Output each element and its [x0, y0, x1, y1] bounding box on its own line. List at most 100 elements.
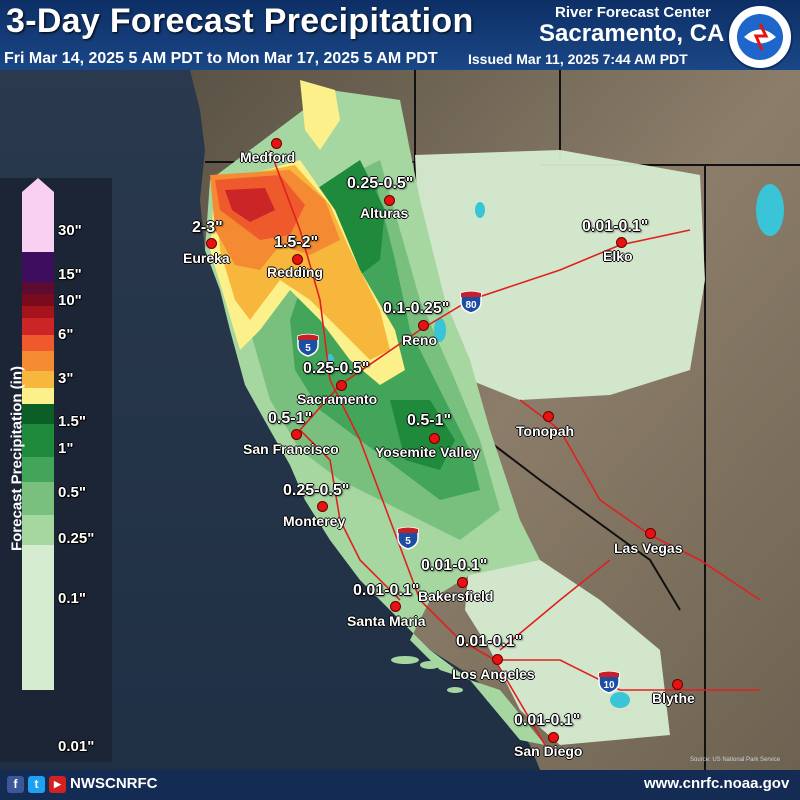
twitter-icon[interactable]: t	[28, 776, 45, 793]
legend-panel: Forecast Precipitation (in) 30" 15" 10" 6" 3…	[0, 178, 112, 762]
precip-amount-label: 0.25-0.5"	[283, 482, 350, 499]
city-marker	[645, 528, 656, 539]
city-label: Bakersfield	[418, 588, 494, 604]
legend-band	[22, 294, 54, 306]
city-label: Santa Maria	[347, 613, 426, 629]
city-label: Tonopah	[516, 423, 575, 439]
legend-tick-label: 3"	[58, 370, 74, 387]
city-label: Medford	[240, 149, 296, 165]
interstate-shield-icon: 5	[297, 333, 319, 357]
city-marker	[429, 433, 440, 444]
precip-amount-label: 0.01-0.1"	[514, 712, 581, 729]
city-marker	[418, 320, 429, 331]
legend-arrow	[22, 178, 54, 192]
interstate-number: 10	[603, 680, 615, 691]
legend-band	[22, 424, 54, 457]
city-label: Las Vegas	[614, 540, 683, 556]
legend-tick-label: 1"	[58, 440, 74, 457]
city-marker	[457, 577, 468, 588]
issued-time: Issued Mar 11, 2025 7:44 AM PDT	[468, 51, 688, 67]
city-marker	[291, 429, 302, 440]
footer-bar	[0, 770, 800, 800]
facebook-icon[interactable]: f	[7, 776, 24, 793]
legend-tick-label: 0.1"	[58, 590, 86, 607]
city-marker	[616, 237, 627, 248]
legend-band	[22, 457, 54, 482]
precip-amount-label: 0.01-0.1"	[353, 582, 420, 599]
website-link[interactable]: www.cnrfc.noaa.gov	[644, 775, 790, 792]
legend-band	[22, 371, 54, 388]
interstate-number: 80	[465, 300, 477, 311]
lakes	[326, 184, 784, 708]
legend-tick-label: 1.5"	[58, 413, 86, 430]
legend-band	[22, 482, 54, 515]
nws-logo-icon	[727, 4, 793, 70]
precip-amount-label: 0.5-1"	[268, 410, 313, 427]
legend-band	[22, 404, 54, 424]
precip-amount-label: 0.5-1"	[407, 412, 452, 429]
city-label: Eureka	[183, 250, 230, 266]
legend-band	[22, 335, 54, 351]
legend-band	[22, 545, 54, 690]
city-label: Redding	[267, 264, 323, 280]
interstate-number: 5	[405, 536, 411, 547]
city-marker	[271, 138, 282, 149]
city-marker	[543, 411, 554, 422]
legend-tick-label: 0.25"	[58, 530, 95, 547]
forecast-period: Fri Mar 14, 2025 5 AM PDT to Mon Mar 17,…	[4, 50, 438, 67]
legend-tick-label: 0.01"	[58, 738, 95, 755]
city-label: Monterey	[283, 513, 346, 529]
legend-title: Forecast Precipitation (in)	[8, 365, 26, 552]
city-label: San Francisco	[243, 441, 339, 457]
attribution: Source: US National Park Service	[690, 757, 781, 763]
precip-amount-label: 0.01-0.1"	[582, 218, 649, 235]
city-label: Elko	[603, 248, 633, 264]
legend-band	[22, 306, 54, 318]
precip-amount-label: 0.01-0.1"	[456, 633, 523, 650]
interstate-number: 5	[305, 343, 311, 354]
interstate-shield-icon: 80	[460, 290, 482, 314]
legend-band	[22, 351, 54, 371]
channel-islands	[391, 656, 503, 703]
legend-tick-label: 6"	[58, 326, 74, 343]
interstate-shield-icon: 10	[598, 670, 620, 694]
city-marker	[384, 195, 395, 206]
legend-tick-label: 30"	[58, 222, 82, 239]
legend-tick-label: 15"	[58, 266, 82, 283]
city-label: Blythe	[652, 690, 695, 706]
legend-tick-label: 10"	[58, 292, 82, 309]
center-location: Sacramento, CA	[539, 20, 725, 47]
youtube-icon[interactable]: ▶	[49, 776, 66, 793]
city-label: Sacramento	[297, 391, 378, 407]
legend-band	[22, 252, 54, 282]
city-marker	[492, 654, 503, 665]
legend-colorbar	[22, 178, 54, 690]
city-marker	[548, 732, 559, 743]
precip-amount-label: 1.5-2"	[274, 234, 319, 251]
legend-band	[22, 515, 54, 545]
city-marker	[390, 601, 401, 612]
city-marker	[336, 380, 347, 391]
precip-amount-label: 2-3"	[192, 219, 223, 236]
interstate-shield-icon: 5	[397, 526, 419, 550]
map-title: 3-Day Forecast Precipitation	[6, 2, 474, 40]
city-marker	[292, 254, 303, 265]
city-label: Alturas	[360, 205, 409, 221]
city-label: Yosemite Valley	[375, 444, 480, 460]
legend-band	[22, 318, 54, 335]
precip-amount-label: 0.25-0.5"	[347, 175, 414, 192]
social-handle[interactable]: NWSCNRFC	[70, 775, 158, 792]
legend-band	[22, 282, 54, 294]
center-name: River Forecast Center	[555, 4, 711, 21]
legend-band	[22, 388, 54, 404]
city-label: Los Angeles	[452, 666, 535, 682]
legend-band	[22, 192, 54, 252]
legend-tick-label: 0.5"	[58, 484, 86, 501]
city-label: San Diego	[514, 743, 583, 759]
precip-amount-label: 0.1-0.25"	[383, 300, 450, 317]
precip-amount-label: 0.01-0.1"	[421, 557, 488, 574]
city-marker	[317, 501, 328, 512]
header-bar	[0, 0, 800, 70]
